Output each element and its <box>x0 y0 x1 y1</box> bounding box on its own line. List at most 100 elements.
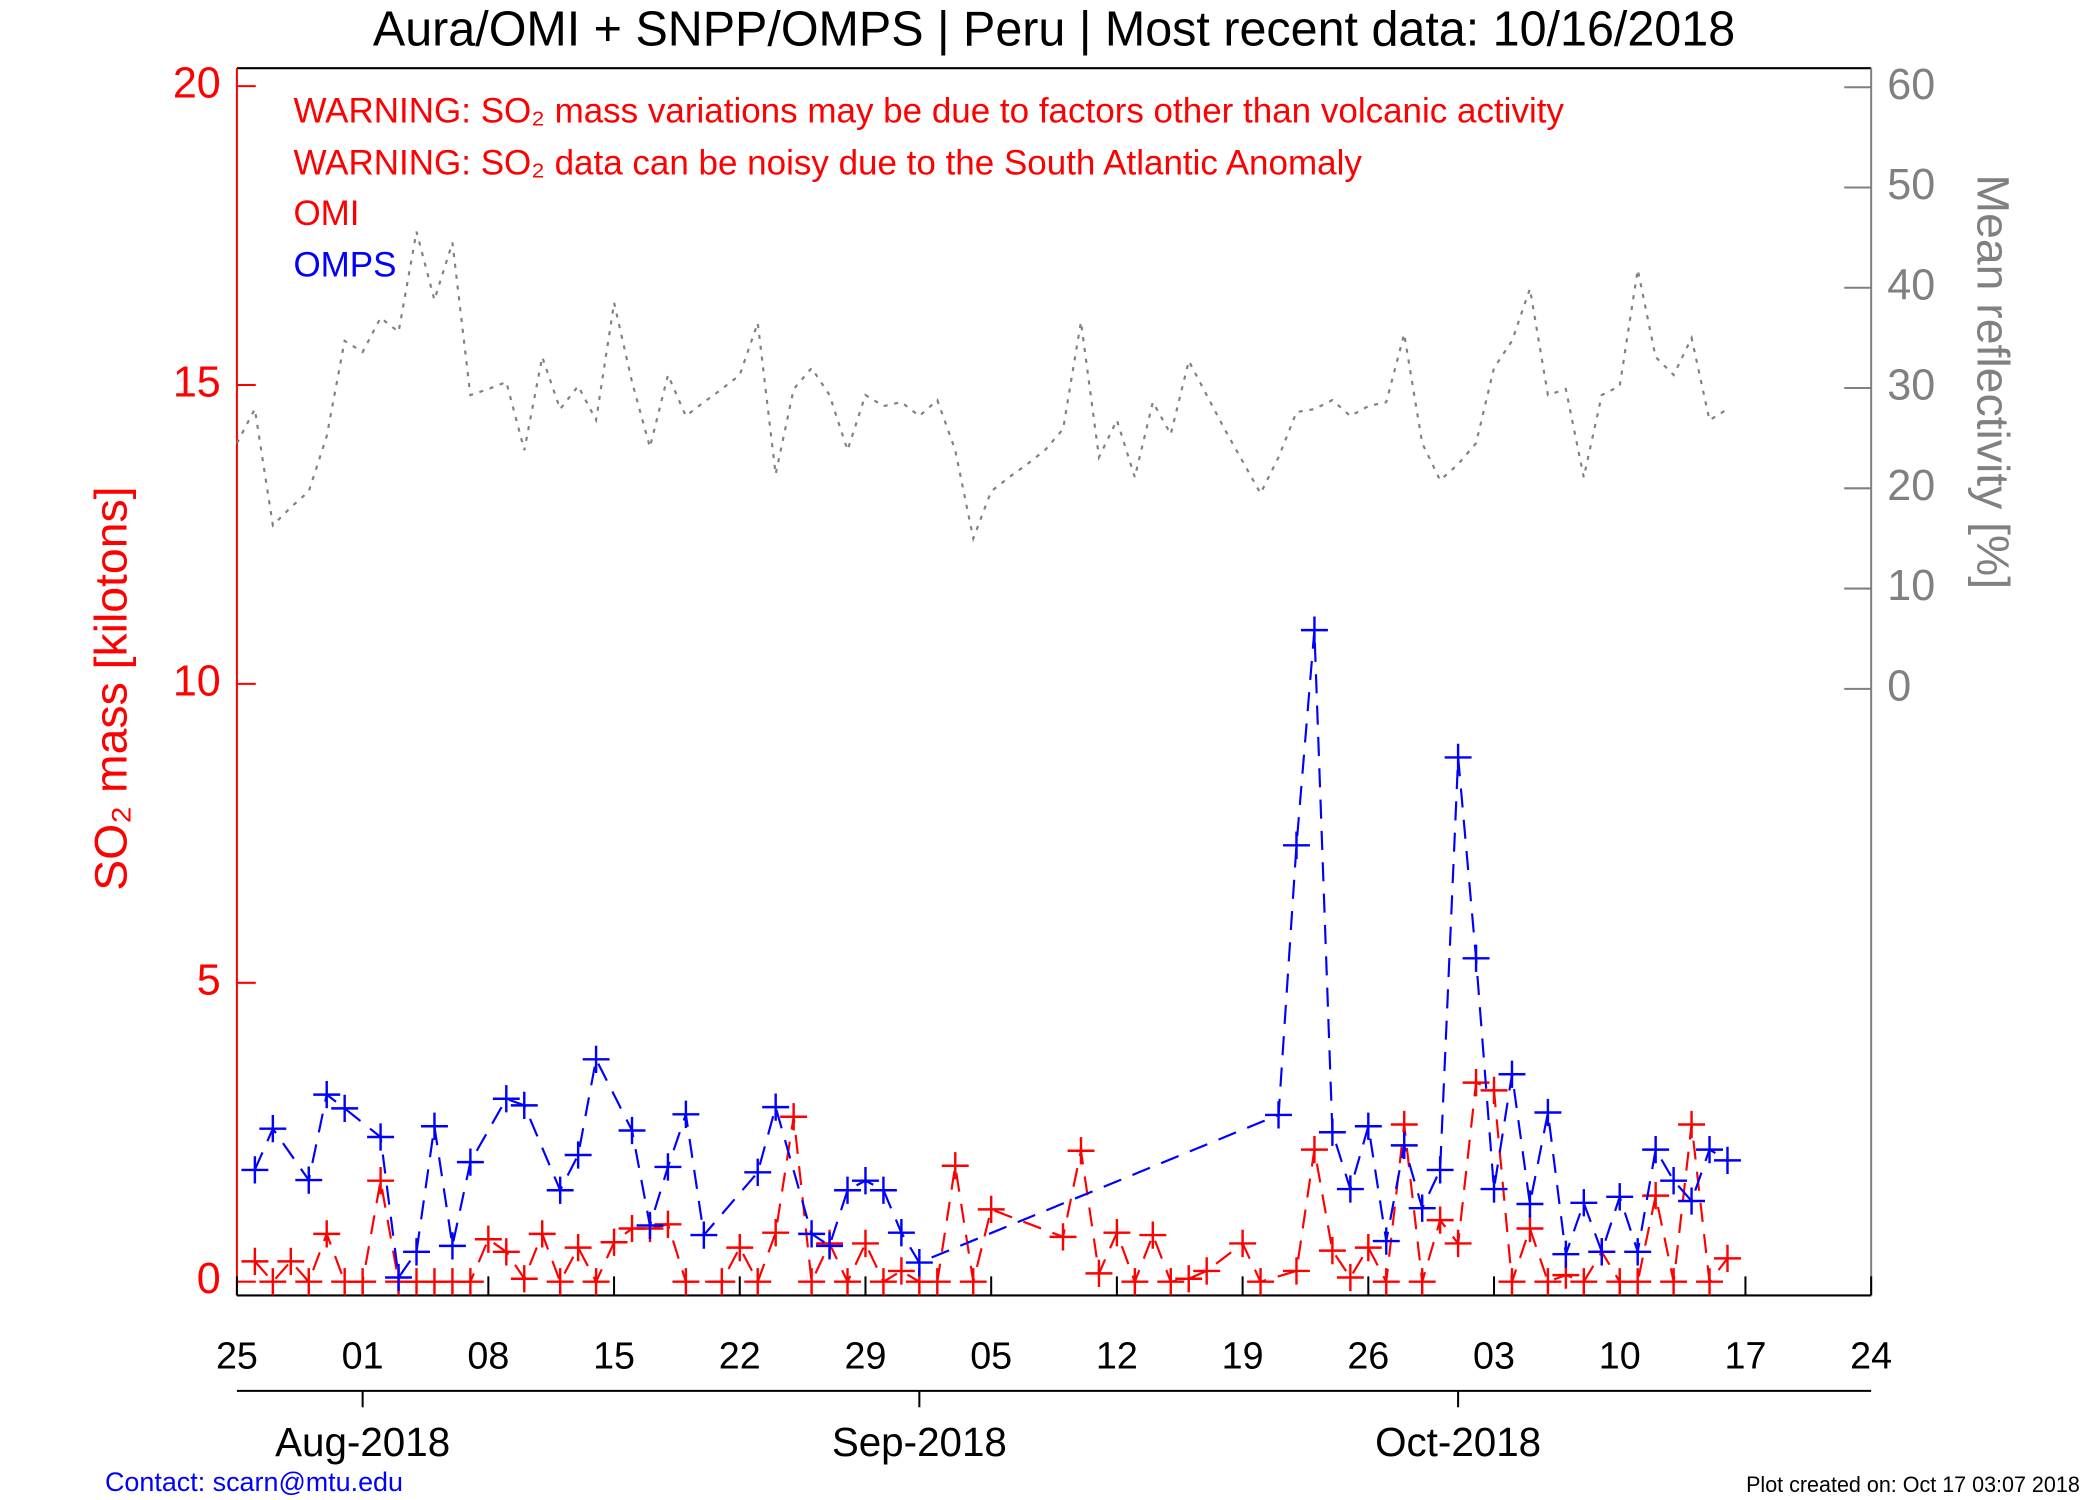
plus-marker <box>1067 1137 1095 1165</box>
plus-marker <box>1714 1146 1741 1174</box>
plus-marker <box>798 1268 826 1296</box>
plus-marker <box>1085 1259 1113 1287</box>
plus-marker <box>852 1167 879 1195</box>
plus-marker <box>1678 1110 1706 1139</box>
plus-marker <box>510 1091 538 1119</box>
y-tick-label: 5 <box>197 956 221 1004</box>
plus-marker <box>403 1238 430 1266</box>
y-axis-label: SO₂ mass [kilotons] <box>85 486 137 890</box>
series-line <box>253 630 1729 1281</box>
plus-marker <box>1588 1238 1616 1266</box>
plus-marker <box>259 1268 287 1296</box>
plus-marker <box>1660 1268 1688 1296</box>
plus-marker <box>385 1263 413 1292</box>
plus-marker <box>259 1115 287 1143</box>
plus-marker <box>959 1268 987 1296</box>
plus-marker <box>1534 1098 1562 1127</box>
annotation: WARNING: SO₂ data can be noisy due to th… <box>293 143 1362 182</box>
created-note: Plot created on: Oct 17 03:07 2018 <box>1746 1472 2080 1497</box>
plus-marker <box>1121 1268 1149 1296</box>
x-tick-label: 10 <box>1599 1335 1641 1377</box>
plus-marker <box>528 1220 556 1248</box>
plus-marker <box>313 1220 341 1248</box>
plus-marker <box>869 1268 897 1296</box>
plus-marker <box>1318 1118 1346 1146</box>
plus-marker <box>1426 1156 1454 1184</box>
plus-marker <box>474 1225 502 1253</box>
plus-marker <box>1624 1238 1652 1266</box>
x-tick-label: 24 <box>1850 1335 1892 1377</box>
plus-marker <box>564 1233 592 1262</box>
plus-marker <box>708 1268 736 1296</box>
plus-marker <box>1247 1268 1275 1296</box>
y2-tick-label: 20 <box>1887 462 1935 510</box>
plus-marker <box>1714 1244 1741 1273</box>
plus-marker <box>852 1229 879 1258</box>
plus-marker <box>456 1268 484 1296</box>
plus-marker <box>1696 1268 1723 1296</box>
plus-marker <box>1570 1189 1598 1217</box>
y-tick-label: 10 <box>173 657 221 705</box>
y2-tick-label: 40 <box>1887 261 1935 309</box>
plus-marker <box>1300 616 1328 644</box>
plus-marker <box>1660 1167 1688 1195</box>
plus-marker <box>636 1211 664 1240</box>
plus-marker <box>726 1233 754 1262</box>
plus-marker <box>1516 1214 1544 1243</box>
y2-axis-label: Mean reflectivity [%] <box>1968 174 2020 589</box>
plus-marker <box>1336 1175 1364 1203</box>
plus-marker <box>744 1268 772 1296</box>
plus-marker <box>816 1232 844 1260</box>
plus-marker <box>780 1103 808 1131</box>
plus-marker <box>1193 1257 1221 1285</box>
legend-entry: OMPS <box>293 245 396 284</box>
plus-marker <box>313 1080 341 1109</box>
plus-marker <box>438 1232 466 1260</box>
plus-marker <box>1696 1135 1723 1164</box>
plus-marker <box>1283 831 1310 859</box>
plus-marker <box>1229 1229 1257 1258</box>
plus-marker <box>887 1257 915 1285</box>
x-tick-label: 29 <box>845 1335 887 1377</box>
plus-marker <box>1175 1265 1203 1293</box>
plus-marker <box>1480 1175 1508 1203</box>
plus-marker <box>367 1123 395 1151</box>
plus-marker <box>510 1265 538 1293</box>
x-tick-label: 01 <box>342 1335 384 1377</box>
plus-marker <box>1480 1076 1508 1105</box>
annotation: WARNING: SO₂ mass variations may be due … <box>293 91 1564 130</box>
plus-marker <box>869 1176 897 1204</box>
x-tick-label: 25 <box>216 1335 258 1377</box>
plus-marker <box>564 1141 592 1169</box>
plus-marker <box>1354 1233 1382 1262</box>
plus-marker <box>798 1220 826 1248</box>
plus-marker <box>331 1094 359 1122</box>
plus-marker <box>762 1219 790 1247</box>
series-line <box>235 231 1729 543</box>
plus-marker <box>1139 1221 1167 1249</box>
plus-marker <box>1318 1236 1346 1265</box>
x-tick-label: 26 <box>1347 1335 1389 1377</box>
plus-marker <box>1678 1187 1706 1215</box>
plus-marker <box>1444 1229 1472 1258</box>
x-tick-label: 19 <box>1222 1335 1264 1377</box>
plus-marker <box>600 1228 628 1256</box>
plus-marker <box>421 1112 448 1140</box>
y2-tick-label: 60 <box>1887 61 1935 109</box>
plus-marker <box>241 1247 269 1276</box>
plus-marker <box>762 1093 790 1121</box>
x-tick-label: 15 <box>593 1335 635 1377</box>
plus-marker <box>1354 1112 1382 1140</box>
plus-marker <box>1157 1268 1185 1296</box>
plus-marker <box>1300 1135 1328 1164</box>
plus-marker <box>582 1045 610 1073</box>
plus-marker <box>923 1268 951 1296</box>
plus-marker <box>1408 1194 1436 1222</box>
plus-marker <box>941 1152 969 1180</box>
plus-marker <box>834 1176 861 1204</box>
plus-marker <box>277 1247 305 1276</box>
plus-marker <box>977 1195 1005 1224</box>
y-tick-label: 20 <box>173 59 221 107</box>
